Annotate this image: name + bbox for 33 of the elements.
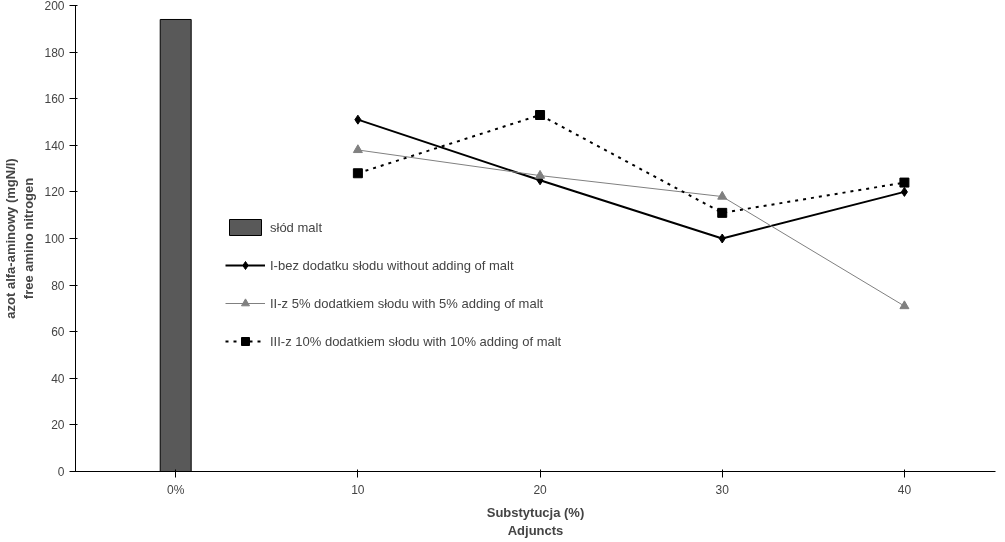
x-tick-label: 20 (533, 482, 548, 497)
x-tick-label: 10 (351, 482, 365, 497)
point (535, 110, 546, 121)
point (900, 186, 908, 197)
legend-label: I-bez dodatku słodu without adding of malt (270, 257, 514, 273)
point (899, 177, 910, 188)
y-axis-title: azot alfa-aminowy (mgN/l) free amino nitrogen (3, 158, 37, 319)
point (718, 233, 726, 244)
y-tick-label: 160 (44, 92, 65, 107)
legend-label: słód malt (270, 219, 323, 235)
x-tick-label: 40 (897, 482, 912, 497)
point (354, 114, 362, 125)
point (352, 168, 363, 179)
y-tick-label: 200 (44, 0, 65, 13)
y-tick-label: 40 (51, 371, 65, 386)
point (535, 169, 546, 179)
y-tick-label: 120 (44, 185, 65, 200)
point (717, 190, 728, 200)
x-axis-title: Substytucja (%) Adjuncts (486, 504, 585, 538)
y-tick-label: 100 (44, 232, 65, 246)
legend-label: III-z 10% dodatkiem słodu with 10% adding of malt (270, 333, 562, 349)
y-tick-label: 80 (51, 278, 65, 293)
y-tick-label: 20 (51, 418, 65, 433)
y-tick-label: 140 (44, 138, 65, 153)
x-tick-label: 30 (715, 482, 730, 497)
point (717, 207, 728, 218)
y-tick-label: 0 (57, 465, 65, 479)
y-tick-label: 60 (51, 325, 65, 340)
x-tick-label: 0% (167, 482, 185, 497)
legend-label: II-z 5% dodatkiem słodu with 5% adding of malt (270, 295, 544, 311)
point (899, 300, 910, 310)
y-tick-label: 180 (44, 45, 65, 60)
point (352, 144, 363, 154)
